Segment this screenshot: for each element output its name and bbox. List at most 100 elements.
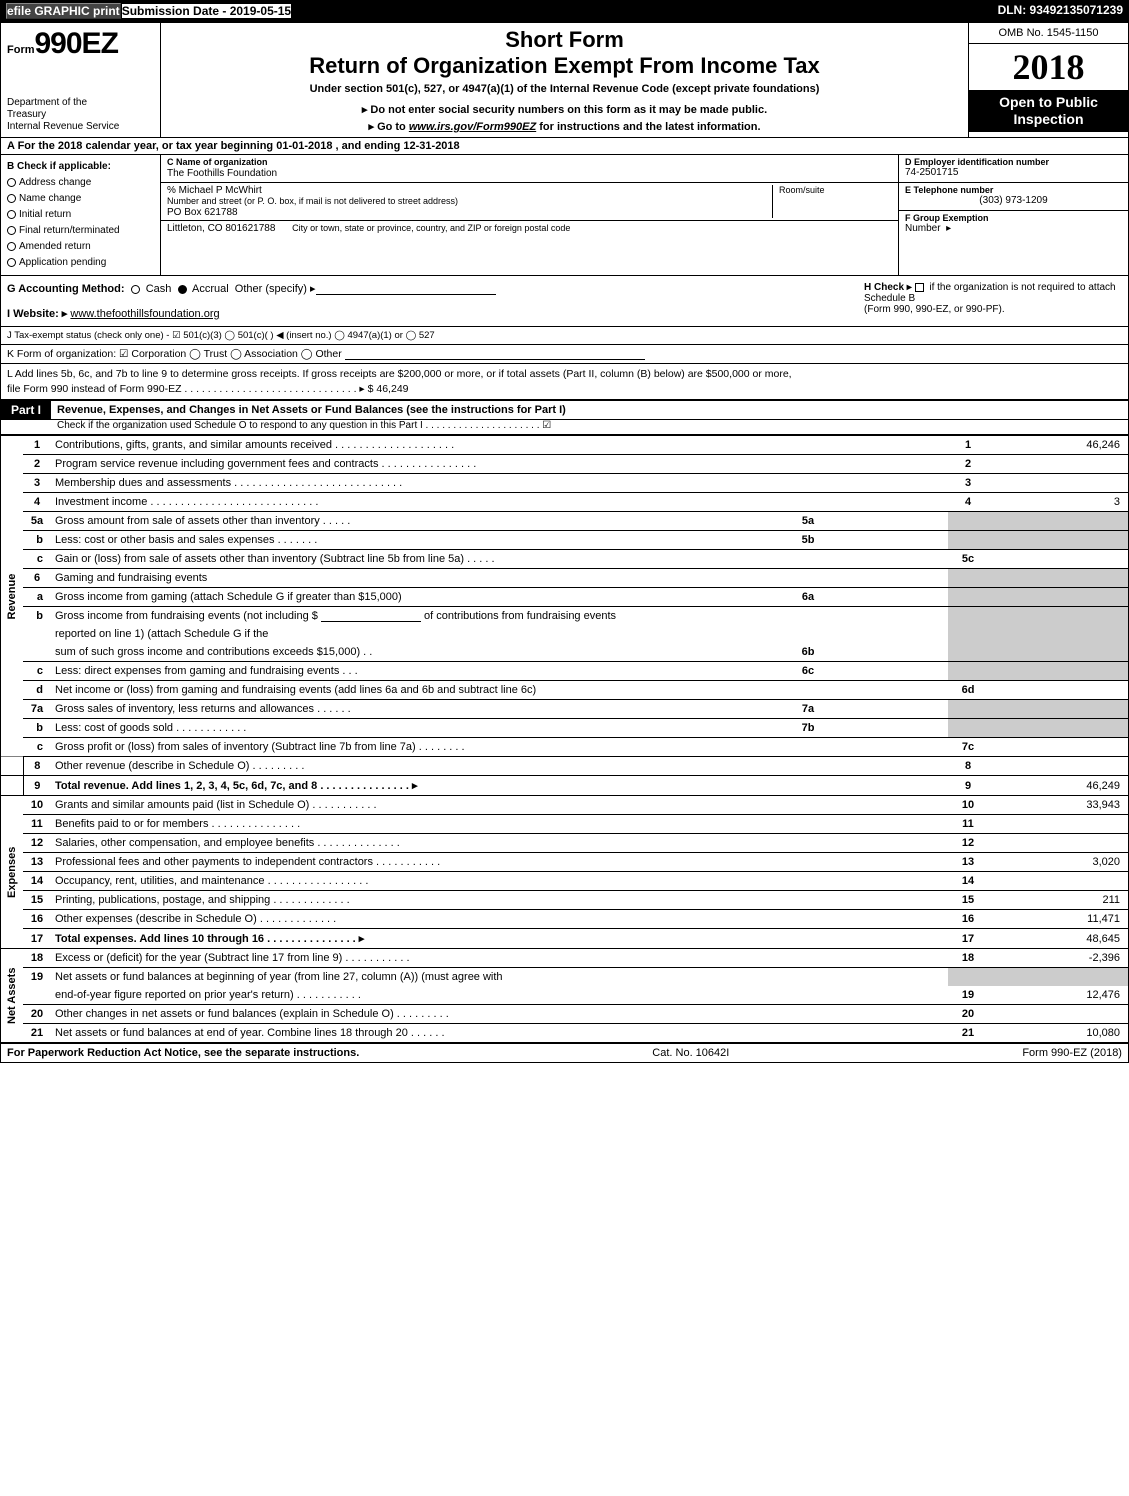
ln5c-num: c [23, 550, 51, 569]
ln7a-num: 7a [23, 700, 51, 719]
ln12-num: 12 [23, 834, 51, 853]
check-application-pending[interactable]: Application pending [7, 255, 154, 271]
ln7c-num: c [23, 738, 51, 757]
ln16-num: 16 [23, 910, 51, 929]
ln12-desc: Salaries, other compensation, and employ… [51, 834, 948, 853]
line-4: 4 Investment income . . . . . . . . . . … [1, 493, 1128, 512]
ln5b-mv [828, 531, 948, 550]
checkbox-schedule-b[interactable] [915, 283, 924, 292]
side-label-net-assets: Net Assets [1, 949, 23, 1043]
ln6d-val [988, 681, 1128, 700]
g-label: G Accounting Method: [7, 283, 125, 295]
do-not-enter: ▸ Do not enter social security numbers o… [167, 103, 962, 116]
ln17-rn: 17 [948, 929, 988, 949]
ln9-desc: Total revenue. Add lines 1, 2, 3, 4, 5c,… [55, 780, 418, 792]
ln6c-num: c [23, 662, 51, 681]
opt-name-change: Name change [19, 193, 81, 204]
opt-address-change: Address change [19, 177, 91, 188]
ln6b-input[interactable] [321, 610, 421, 622]
ln6b-desc-3: reported on line 1) (attach Schedule G i… [51, 625, 948, 643]
goto-line: ▸ Go to www.irs.gov/Form990EZ for instru… [167, 120, 962, 133]
form-word: Form [7, 44, 35, 56]
ln6a-rn [948, 588, 988, 607]
side-label-revenue: Revenue [1, 436, 23, 757]
ln4-num: 4 [23, 493, 51, 512]
ln17-desc: Total expenses. Add lines 10 through 16 … [55, 933, 364, 945]
ln19-desc-1: Net assets or fund balances at beginning… [51, 968, 948, 987]
ln6-rn [948, 569, 988, 588]
line-16: 16 Other expenses (describe in Schedule … [1, 910, 1128, 929]
ln7c-val [988, 738, 1128, 757]
ln6a-val [988, 588, 1128, 607]
section-a-prefix: A For the 2018 calendar year, or tax yea… [7, 140, 276, 152]
ln7a-mn: 7a [788, 700, 828, 719]
k-other-input[interactable] [345, 348, 645, 360]
line-15: 15 Printing, publications, postage, and … [1, 891, 1128, 910]
ln1-val: 46,246 [988, 436, 1128, 455]
check-final-return[interactable]: Final return/terminated [7, 223, 154, 239]
radio-accrual[interactable] [178, 285, 187, 294]
ln21-val: 10,080 [988, 1024, 1128, 1043]
ln15-rn: 15 [948, 891, 988, 910]
group-exemption-number-label: Number [905, 223, 941, 234]
line-19-2: end-of-year figure reported on prior yea… [1, 986, 1128, 1005]
ln5b-mn: 5b [788, 531, 828, 550]
goto-pre: Go to [377, 121, 409, 133]
ln14-num: 14 [23, 872, 51, 891]
ln9-val: 46,249 [988, 776, 1128, 796]
check-address-change[interactable]: Address change [7, 175, 154, 191]
ln8-desc: Other revenue (describe in Schedule O) .… [51, 757, 948, 776]
ln7b-desc: Less: cost of goods sold . . . . . . . .… [51, 719, 788, 738]
l-text-1: L Add lines 5b, 6c, and 7b to line 9 to … [7, 368, 792, 380]
ln8-num: 8 [23, 757, 51, 776]
city-value: Littleton, CO 801621788 [167, 223, 275, 234]
addr-value: PO Box 621788 [167, 207, 238, 218]
irs-link[interactable]: www.irs.gov/Form990EZ [409, 121, 536, 133]
ln4-rn: 4 [948, 493, 988, 512]
submission-date: Submission Date - 2019-05-15 [121, 3, 292, 19]
form-header: Form990EZ Department of the Treasury Int… [1, 23, 1128, 138]
form-990ez: 990EZ [35, 27, 118, 60]
ln13-rn: 13 [948, 853, 988, 872]
check-initial-return[interactable]: Initial return [7, 207, 154, 223]
ln6b-desc-2: of contributions from fundraising events [421, 610, 616, 622]
footer-right: Form 990-EZ (2018) [1022, 1047, 1122, 1059]
ln13-num: 13 [23, 853, 51, 872]
website-link[interactable]: www.thefoothillsfoundation.org [70, 308, 219, 320]
dept-line-1: Department of the [7, 97, 154, 109]
ln5c-rn: 5c [948, 550, 988, 569]
tax-year: 2018 [969, 44, 1128, 90]
j-text: J Tax-exempt status (check only one) - ☑… [7, 330, 435, 341]
open-to-public: Open to Public Inspection [969, 90, 1128, 132]
ln3-val [988, 474, 1128, 493]
ln6d-num: d [23, 681, 51, 700]
short-form-title: Short Form [167, 27, 962, 53]
efile-print-button[interactable]: efile GRAPHIC print [6, 3, 121, 19]
section-a: A For the 2018 calendar year, or tax yea… [1, 138, 1128, 155]
line-8: 8 Other revenue (describe in Schedule O)… [1, 757, 1128, 776]
h-label-pre: H Check ▸ [864, 282, 912, 293]
ln6b-mn: 6b [788, 643, 828, 662]
group-exemption-label: F Group Exemption [905, 213, 989, 223]
ln21-rn: 21 [948, 1024, 988, 1043]
other-specify-input[interactable] [316, 283, 496, 295]
ln6-desc: Gaming and fundraising events [51, 569, 948, 588]
line-20: 20 Other changes in net assets or fund b… [1, 1005, 1128, 1024]
ln5c-desc: Gain or (loss) from sale of assets other… [51, 550, 948, 569]
check-amended-return[interactable]: Amended return [7, 239, 154, 255]
ln5a-mv [828, 512, 948, 531]
check-name-change[interactable]: Name change [7, 191, 154, 207]
ln7b-mv [828, 719, 948, 738]
radio-cash[interactable] [131, 285, 140, 294]
ln20-num: 20 [23, 1005, 51, 1024]
line-18: Net Assets 18 Excess or (deficit) for th… [1, 949, 1128, 968]
footer-left: For Paperwork Reduction Act Notice, see … [7, 1047, 359, 1059]
ln5b-val [988, 531, 1128, 550]
ln12-rn: 12 [948, 834, 988, 853]
line-5a: 5a Gross amount from sale of assets othe… [1, 512, 1128, 531]
line-9: 9 Total revenue. Add lines 1, 2, 3, 4, 5… [1, 776, 1128, 796]
ln6a-num: a [23, 588, 51, 607]
ln5a-val [988, 512, 1128, 531]
part-i-label: Part I [1, 400, 51, 420]
line-14: 14 Occupancy, rent, utilities, and maint… [1, 872, 1128, 891]
